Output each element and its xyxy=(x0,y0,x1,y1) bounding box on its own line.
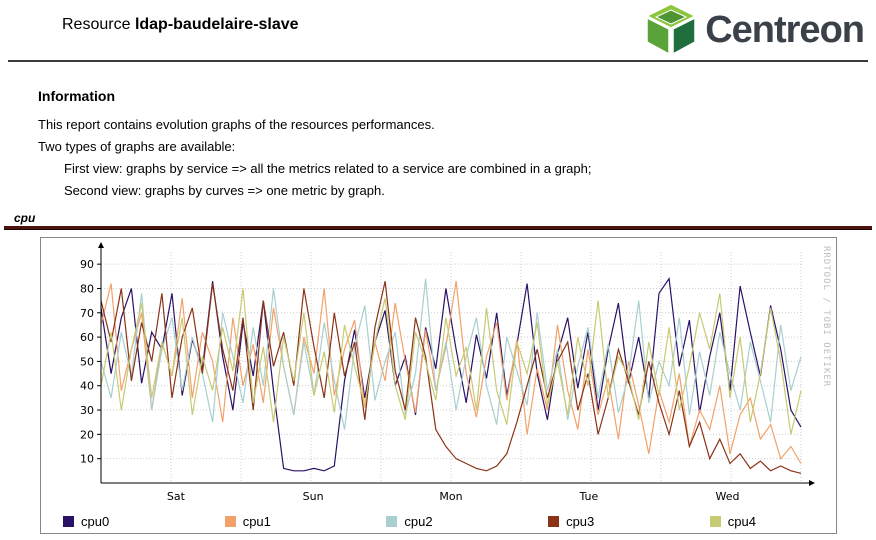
legend-item-cpu0: cpu0 xyxy=(63,514,109,529)
svg-text:Sat: Sat xyxy=(167,490,186,503)
svg-text:Mon: Mon xyxy=(439,490,462,503)
cpu-graph-canvas: 10 20 30 40 50 60 70 80 90 Sat Sun Mon Tue Wed xyxy=(80,242,815,503)
legend-item-cpu3: cpu3 xyxy=(548,514,594,529)
page-title: Resource ldap-baudelaire-slave xyxy=(62,16,299,34)
legend-item-cpu4: cpu4 xyxy=(709,514,756,529)
resource-name: ldap-baudelaire-slave xyxy=(134,16,299,33)
svg-text:Wed: Wed xyxy=(716,490,740,503)
legend-swatch xyxy=(63,516,74,527)
svg-text:30: 30 xyxy=(80,404,94,417)
svg-text:20: 20 xyxy=(80,428,94,441)
information-section: Information This report contains evoluti… xyxy=(38,88,591,202)
svg-text:Tue: Tue xyxy=(579,490,599,503)
legend-label: cpu2 xyxy=(404,514,433,529)
information-heading: Information xyxy=(38,88,115,104)
svg-text:60: 60 xyxy=(80,331,94,344)
rrdtool-watermark: RRDTOOL / TOBI OETIKER xyxy=(821,246,831,388)
info-subline: Second view: graphs by curves => one met… xyxy=(64,183,385,198)
info-line: Two types of graphs are available: xyxy=(38,139,236,154)
legend-label: cpu1 xyxy=(242,514,271,529)
legend-swatch xyxy=(224,516,236,527)
legend-label: cpu3 xyxy=(566,514,595,529)
section-divider xyxy=(4,226,872,230)
info-subline: First view: graphs by service => all the… xyxy=(64,161,592,176)
legend-swatch xyxy=(709,516,721,527)
svg-text:90: 90 xyxy=(80,258,94,271)
centreon-cube-icon xyxy=(645,3,697,56)
svg-text:50: 50 xyxy=(80,355,94,368)
centreon-logo-text: Centreon xyxy=(705,8,865,51)
legend-swatch xyxy=(386,516,398,527)
svg-text:70: 70 xyxy=(80,307,94,320)
legend-label: cpu0 xyxy=(81,514,110,529)
svg-text:Sun: Sun xyxy=(303,490,324,503)
legend-item-cpu1: cpu1 xyxy=(224,514,271,529)
legend-label: cpu4 xyxy=(727,514,756,529)
cpu-graph-legend: cpu0 cpu1 cpu2 cpu3 cpu4 xyxy=(41,514,836,529)
legend-swatch xyxy=(548,516,560,527)
svg-text:40: 40 xyxy=(80,380,94,393)
info-line: This report contains evolution graphs of… xyxy=(38,117,435,132)
header-divider xyxy=(8,60,868,62)
centreon-logo: Centreon xyxy=(645,2,865,58)
svg-text:10: 10 xyxy=(80,453,94,466)
section-label-cpu: cpu xyxy=(14,211,36,225)
legend-item-cpu2: cpu2 xyxy=(386,514,433,529)
cpu-graph: 10 20 30 40 50 60 70 80 90 Sat Sun Mon Tue Wed RRDTOO… xyxy=(40,237,837,534)
svg-text:80: 80 xyxy=(80,282,94,295)
page-title-label: Resource xyxy=(62,16,131,33)
